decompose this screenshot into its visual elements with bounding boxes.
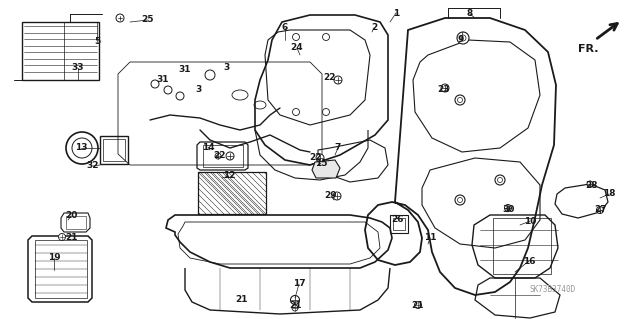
Text: 18: 18 xyxy=(603,189,615,198)
Bar xyxy=(22,22,99,80)
Text: 21: 21 xyxy=(412,300,424,309)
Text: 16: 16 xyxy=(523,256,535,265)
Circle shape xyxy=(291,295,300,305)
Text: 7: 7 xyxy=(335,144,341,152)
Text: 28: 28 xyxy=(585,181,597,189)
Text: 22: 22 xyxy=(214,152,227,160)
Text: 26: 26 xyxy=(392,214,404,224)
Text: 20: 20 xyxy=(65,211,77,220)
Ellipse shape xyxy=(232,90,248,100)
Circle shape xyxy=(176,92,184,100)
Text: 3: 3 xyxy=(223,63,229,72)
Text: 29: 29 xyxy=(324,191,337,201)
Bar xyxy=(393,218,405,230)
Text: 31: 31 xyxy=(179,64,191,73)
Bar xyxy=(35,240,87,298)
Bar xyxy=(103,139,125,161)
Bar xyxy=(66,216,86,229)
Circle shape xyxy=(292,108,300,115)
Text: 8: 8 xyxy=(467,10,473,19)
Circle shape xyxy=(333,192,341,200)
Text: 31: 31 xyxy=(157,76,169,85)
Text: 3: 3 xyxy=(195,85,201,94)
Ellipse shape xyxy=(254,101,266,109)
Circle shape xyxy=(495,175,505,185)
Text: 12: 12 xyxy=(223,172,236,181)
Circle shape xyxy=(323,108,330,115)
Text: 15: 15 xyxy=(315,159,327,167)
Circle shape xyxy=(455,195,465,205)
Circle shape xyxy=(458,98,463,102)
Text: 22: 22 xyxy=(310,152,323,161)
Text: 17: 17 xyxy=(292,279,305,288)
Text: 19: 19 xyxy=(48,254,60,263)
Text: 2: 2 xyxy=(371,24,377,33)
Circle shape xyxy=(460,35,466,41)
Text: 33: 33 xyxy=(72,63,84,72)
Text: 21: 21 xyxy=(290,300,302,309)
Circle shape xyxy=(205,70,215,80)
Text: 11: 11 xyxy=(424,234,436,242)
Text: 10: 10 xyxy=(524,217,536,226)
Circle shape xyxy=(292,33,300,41)
Circle shape xyxy=(316,154,324,162)
Text: 14: 14 xyxy=(202,143,214,152)
Text: 25: 25 xyxy=(141,16,154,25)
Circle shape xyxy=(215,153,221,159)
Text: 23: 23 xyxy=(438,85,451,94)
Circle shape xyxy=(415,301,422,308)
Circle shape xyxy=(292,305,298,311)
Bar xyxy=(198,172,266,214)
Bar xyxy=(390,215,408,233)
Text: 32: 32 xyxy=(87,161,99,170)
Text: 21: 21 xyxy=(235,294,247,303)
Circle shape xyxy=(323,33,330,41)
Bar xyxy=(203,145,243,167)
Circle shape xyxy=(72,138,92,158)
Circle shape xyxy=(334,76,342,84)
Bar xyxy=(100,136,128,164)
Polygon shape xyxy=(312,160,340,178)
Circle shape xyxy=(164,86,172,94)
Text: 1: 1 xyxy=(393,9,399,18)
Circle shape xyxy=(497,177,502,182)
Circle shape xyxy=(504,204,511,211)
Text: SK73B3740D: SK73B3740D xyxy=(530,286,576,294)
Text: 24: 24 xyxy=(291,43,303,53)
Circle shape xyxy=(596,206,604,213)
Bar xyxy=(493,218,551,274)
Text: 6: 6 xyxy=(282,24,288,33)
Text: 27: 27 xyxy=(595,205,607,214)
Circle shape xyxy=(151,80,159,88)
Text: FR.: FR. xyxy=(578,44,598,54)
Circle shape xyxy=(441,84,449,92)
Text: 22: 22 xyxy=(323,73,335,83)
Circle shape xyxy=(458,197,463,203)
Text: 30: 30 xyxy=(503,204,515,213)
Circle shape xyxy=(66,132,98,164)
Circle shape xyxy=(226,152,234,160)
Circle shape xyxy=(116,14,124,22)
Text: 13: 13 xyxy=(75,144,87,152)
Text: 21: 21 xyxy=(66,233,78,241)
Circle shape xyxy=(455,95,465,105)
Circle shape xyxy=(457,32,469,44)
Circle shape xyxy=(587,181,593,187)
Text: 5: 5 xyxy=(94,38,100,47)
Circle shape xyxy=(58,234,65,241)
Text: 9: 9 xyxy=(458,35,464,44)
